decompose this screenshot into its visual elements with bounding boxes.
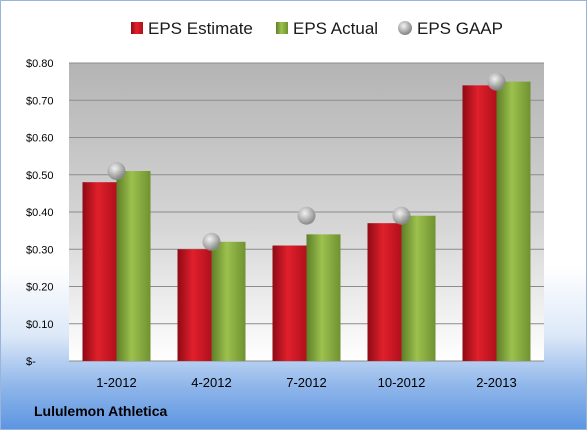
legend-swatch-gaap: [398, 21, 412, 35]
y-tick-label: $0.30: [26, 244, 54, 256]
bar-eps-actual: [116, 171, 151, 361]
bar-eps-actual: [496, 81, 531, 361]
gaap-marker: [107, 162, 126, 181]
bar-eps-actual: [211, 241, 246, 361]
x-axis-ticks: 1-2012 4-2012 7-2012 10-2012 2-2013: [96, 375, 516, 390]
y-tick-label: $0.40: [26, 207, 54, 219]
x-tick-label: 7-2012: [286, 375, 326, 390]
legend-label-gaap: EPS GAAP: [417, 19, 503, 38]
y-tick-label: $0.60: [26, 133, 54, 145]
gaap-marker: [297, 206, 316, 225]
legend: EPS Estimate EPS Actual EPS GAAP: [131, 19, 503, 38]
bar-eps-estimate: [82, 182, 117, 361]
bar-eps-actual: [306, 234, 341, 361]
y-tick-label: $0.70: [26, 95, 54, 107]
x-tick-label: 1-2012: [96, 375, 136, 390]
y-tick-label: $0.10: [26, 319, 54, 331]
company-name: Lululemon Athletica: [34, 403, 168, 419]
bar-eps-actual: [401, 215, 436, 361]
bar-eps-estimate: [367, 223, 402, 361]
bars: [82, 81, 531, 361]
x-tick-label: 2-2013: [476, 375, 516, 390]
bar-eps-estimate: [462, 85, 497, 361]
gaap-marker: [487, 72, 506, 91]
legend-label-estimate: EPS Estimate: [148, 19, 253, 38]
gaap-markers: [107, 72, 506, 251]
gaap-marker: [202, 232, 221, 251]
gaap-marker: [392, 206, 411, 225]
x-tick-label: 4-2012: [191, 375, 231, 390]
y-tick-label: $0.50: [26, 170, 54, 182]
legend-swatch-estimate: [131, 22, 143, 34]
legend-label-actual: EPS Actual: [293, 19, 378, 38]
legend-swatch-actual: [276, 22, 288, 34]
bar-eps-estimate: [177, 249, 212, 361]
y-tick-label: $0.20: [26, 282, 54, 294]
x-tick-label: 10-2012: [378, 375, 426, 390]
y-tick-label: $0.80: [26, 58, 54, 70]
y-axis-ticks: $- $0.10 $0.20 $0.30 $0.40 $0.50 $0.60 $0.70 $0.…: [26, 58, 54, 368]
y-tick-label: $-: [26, 356, 36, 368]
bar-eps-estimate: [272, 245, 307, 361]
